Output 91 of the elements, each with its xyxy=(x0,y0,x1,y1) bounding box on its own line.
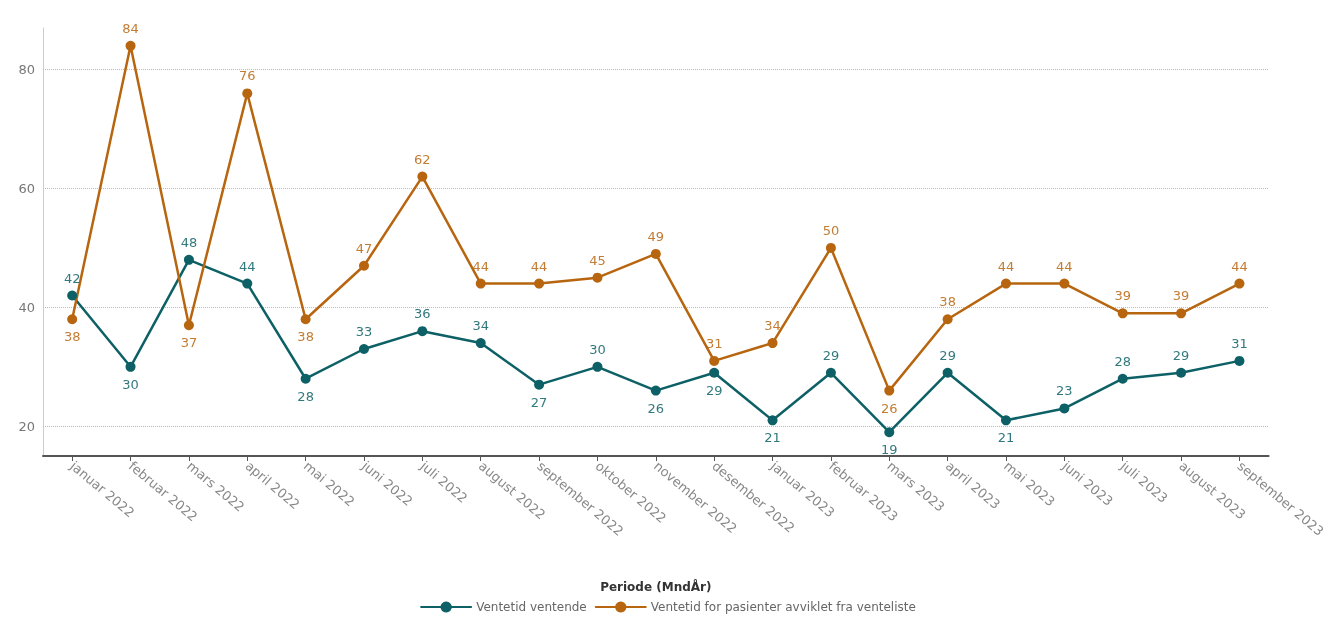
data-label: 38 xyxy=(939,294,956,310)
point xyxy=(359,260,369,271)
point xyxy=(1059,278,1070,289)
point xyxy=(592,272,603,283)
data-label: 84 xyxy=(122,20,139,36)
data-label: 27 xyxy=(530,394,548,410)
data-label: 30 xyxy=(122,376,139,392)
point xyxy=(1059,403,1070,414)
data-label: 48 xyxy=(180,234,198,250)
data-label: 29 xyxy=(705,382,723,398)
data-label: 31 xyxy=(705,335,723,351)
point xyxy=(67,290,78,301)
data-label: 45 xyxy=(589,252,606,268)
point xyxy=(767,415,778,426)
data-label: 44 xyxy=(239,258,256,274)
point xyxy=(1001,278,1011,289)
y-tick-label: 20 xyxy=(18,418,35,434)
data-label: 38 xyxy=(297,329,314,345)
data-label: 31 xyxy=(1231,335,1248,351)
point xyxy=(1234,278,1245,289)
point xyxy=(942,367,953,378)
x-axis-title: Periode (MndÅr) xyxy=(600,579,712,594)
point xyxy=(125,40,136,51)
data-label: 26 xyxy=(647,400,665,416)
point xyxy=(417,326,428,337)
point xyxy=(534,379,545,390)
point xyxy=(942,314,953,325)
y-tick-label: 80 xyxy=(18,62,35,78)
point xyxy=(1117,373,1128,384)
data-label: 28 xyxy=(297,388,314,404)
y-tick-label: 60 xyxy=(18,181,35,196)
point xyxy=(650,385,661,396)
point xyxy=(650,248,661,259)
data-label: 21 xyxy=(997,430,1015,446)
point xyxy=(475,278,486,289)
legend-label: Ventetid ventende xyxy=(476,600,587,614)
point xyxy=(767,338,778,349)
data-label: 29 xyxy=(1172,347,1190,363)
data-label: 19 xyxy=(880,442,898,458)
legend-label: Ventetid for pasienter avviklet fra venteliste xyxy=(650,600,916,614)
point xyxy=(1176,308,1187,319)
point xyxy=(242,88,253,99)
data-label: 21 xyxy=(764,430,781,446)
data-label: 37 xyxy=(180,335,198,351)
data-label: 36 xyxy=(414,306,431,322)
point xyxy=(884,427,895,438)
data-label: 44 xyxy=(472,258,489,274)
point xyxy=(359,344,369,354)
data-label: 44 xyxy=(997,258,1015,274)
data-label: 28 xyxy=(1114,353,1131,369)
point xyxy=(1234,355,1245,366)
data-label: 29 xyxy=(939,347,956,363)
data-label: 29 xyxy=(822,347,840,363)
data-label: 62 xyxy=(414,151,431,167)
point xyxy=(183,254,194,265)
point xyxy=(825,242,836,253)
point xyxy=(709,367,720,378)
data-label: 76 xyxy=(239,68,256,84)
point xyxy=(300,373,311,384)
data-label: 44 xyxy=(530,258,548,274)
data-label: 49 xyxy=(647,228,665,244)
point xyxy=(709,355,720,366)
y-tick-label: 40 xyxy=(18,299,35,315)
data-label: 38 xyxy=(63,329,81,345)
point xyxy=(475,338,486,349)
data-label: 50 xyxy=(822,222,840,238)
point xyxy=(1117,308,1128,319)
point xyxy=(125,361,136,372)
point xyxy=(592,361,603,372)
data-label: 44 xyxy=(1056,258,1073,274)
data-label: 47 xyxy=(355,240,373,256)
point xyxy=(534,278,545,289)
point xyxy=(183,320,194,331)
data-label: 39 xyxy=(1172,288,1190,304)
point xyxy=(300,314,311,325)
point xyxy=(1001,415,1011,426)
point xyxy=(884,385,895,396)
point xyxy=(1176,367,1187,378)
point xyxy=(825,367,836,378)
point xyxy=(242,278,253,289)
data-label: 34 xyxy=(472,318,489,334)
data-label: 33 xyxy=(355,324,373,339)
point xyxy=(67,314,78,325)
data-label: 30 xyxy=(589,341,606,357)
data-label: 39 xyxy=(1114,288,1131,304)
data-label: 42 xyxy=(63,270,81,286)
data-label: 26 xyxy=(880,400,898,416)
data-label: 44 xyxy=(1231,258,1248,274)
data-label: 34 xyxy=(764,318,781,334)
data-label: 23 xyxy=(1056,383,1073,399)
point xyxy=(417,171,428,182)
